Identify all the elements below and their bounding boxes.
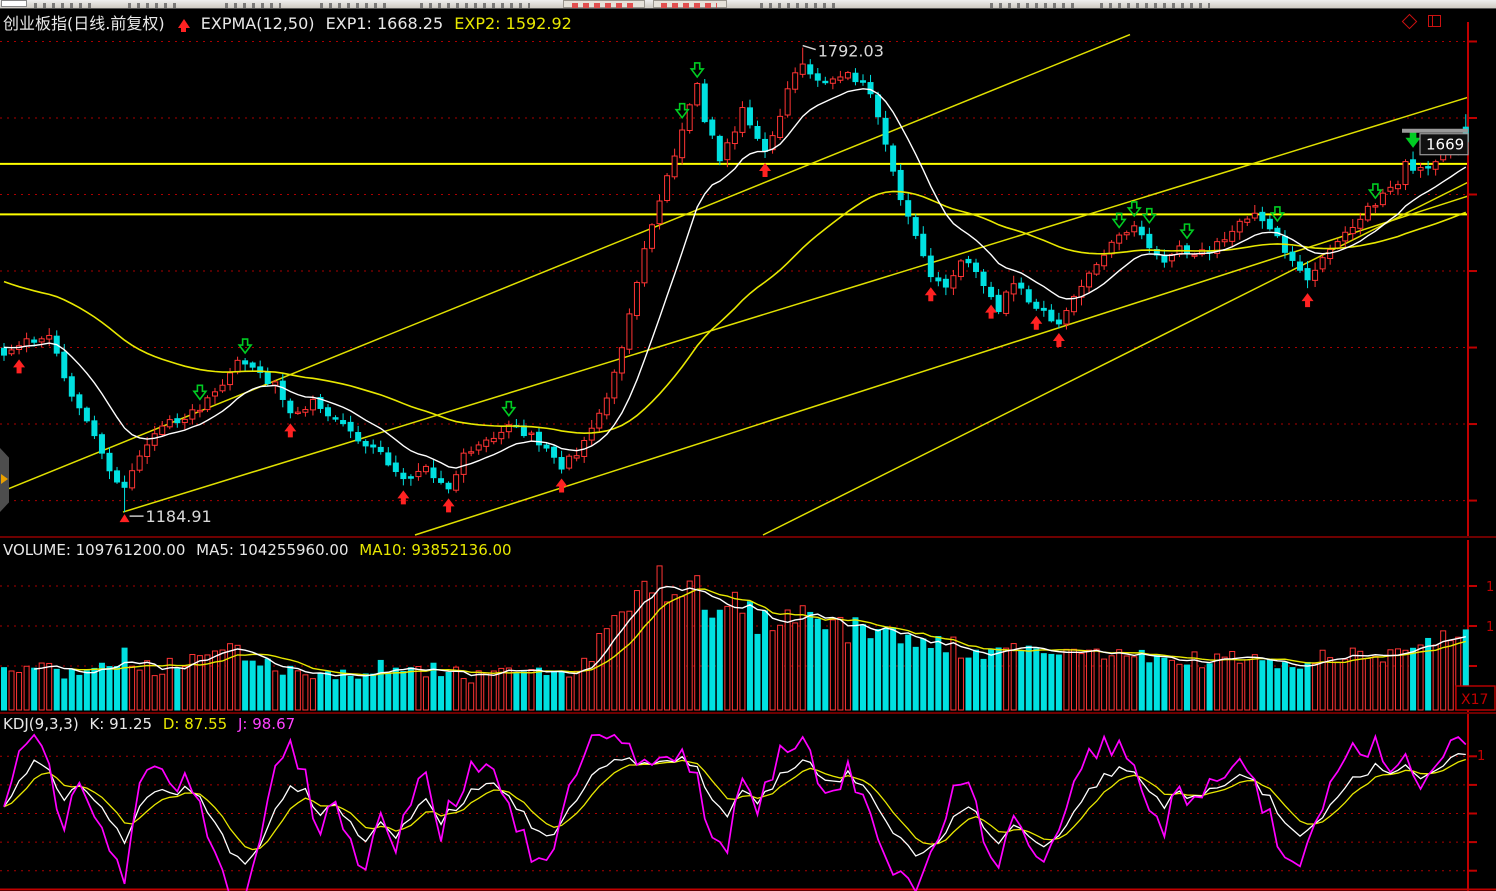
ema-50 bbox=[3, 190, 1467, 434]
kdj-j-value: J: 98.67 bbox=[237, 715, 296, 733]
up-arrow-icon bbox=[177, 19, 190, 32]
menubar[interactable] bbox=[0, 0, 1496, 9]
quote-box-2 bbox=[653, 0, 727, 8]
menubar-fragment[interactable] bbox=[760, 3, 840, 8]
trendline bbox=[0, 33, 1131, 493]
low-label: 1184.91 bbox=[146, 507, 212, 526]
kdj-axis-label: 1 bbox=[1477, 749, 1485, 764]
volume-axis-label: 1 bbox=[1486, 580, 1494, 595]
quote-box-1 bbox=[563, 0, 645, 8]
menubar-fragment[interactable] bbox=[320, 3, 390, 8]
menubar-fragment[interactable] bbox=[34, 3, 94, 8]
kdj-chart[interactable]: 1 bbox=[0, 714, 1496, 891]
high-label: 1792.03 bbox=[818, 42, 884, 61]
menubar-fragment[interactable] bbox=[1100, 3, 1210, 8]
menubar-fragment[interactable] bbox=[225, 3, 281, 8]
kdj-k-value: K: 91.25 bbox=[89, 715, 153, 733]
chart-title-row: 创业板指(日线.前复权) EXPMA(12,50) EXP1: 1668.25 … bbox=[3, 10, 578, 34]
trendline bbox=[122, 96, 1469, 513]
price-tag-value: 1669 bbox=[1426, 136, 1464, 154]
volume-ma10 bbox=[71, 588, 1466, 676]
candles bbox=[1, 47, 1469, 513]
menubar-fragment[interactable] bbox=[420, 3, 530, 8]
sidebar-expand-handle[interactable] bbox=[0, 448, 9, 512]
panel-separator bbox=[0, 712, 1496, 714]
volume-multiplier: X17 bbox=[1461, 692, 1488, 708]
panel-separator bbox=[0, 536, 1496, 538]
volume-multiplier-box bbox=[1455, 685, 1496, 711]
indicator-name[interactable]: EXPMA(12,50) bbox=[200, 14, 315, 33]
ema-12 bbox=[3, 88, 1467, 469]
kdj-j-line bbox=[3, 733, 1467, 891]
menubar-fragment[interactable] bbox=[990, 3, 1080, 8]
pane-controls bbox=[1400, 13, 1460, 31]
app-icon[interactable] bbox=[1, 0, 27, 7]
volume-ma5 bbox=[34, 585, 1466, 677]
volume-ma10-value: MA10: 93852136.00 bbox=[359, 541, 512, 559]
volume-ma5-value: MA5: 104255960.00 bbox=[196, 541, 349, 559]
expand-arrow-icon bbox=[1, 474, 8, 484]
kdj-header-row: KDJ(9,3,3) K: 91.25 D: 87.55 J: 98.67 bbox=[3, 715, 301, 733]
exp1-value: EXP1: 1668.25 bbox=[325, 14, 444, 33]
price-tag-box bbox=[1419, 133, 1469, 156]
diamond-icon[interactable] bbox=[1401, 13, 1418, 30]
volume-axis-label: 1 bbox=[1486, 620, 1494, 635]
low-marker bbox=[119, 514, 130, 523]
volume-header-row: VOLUME: 109761200.00 MA5: 104255960.00 M… bbox=[3, 541, 518, 559]
main-chart[interactable]: 1184.91 1792.03 1669 bbox=[0, 8, 1496, 536]
volume-chart[interactable]: 1 1 X17 bbox=[0, 540, 1496, 712]
instrument-title: 创业板指(日线.前复权) bbox=[3, 14, 165, 33]
menubar-fragment[interactable] bbox=[128, 3, 180, 8]
kdj-name[interactable]: KDJ(9,3,3) bbox=[3, 715, 79, 733]
restore-window-icon[interactable] bbox=[1428, 15, 1441, 27]
trade-signals bbox=[13, 62, 1421, 513]
trendline bbox=[762, 181, 1469, 536]
volume-value: VOLUME: 109761200.00 bbox=[3, 541, 186, 559]
exp2-value: EXP2: 1592.92 bbox=[454, 14, 572, 33]
kdj-d-value: D: 87.55 bbox=[162, 715, 228, 733]
kdj-d-line bbox=[3, 758, 1466, 851]
